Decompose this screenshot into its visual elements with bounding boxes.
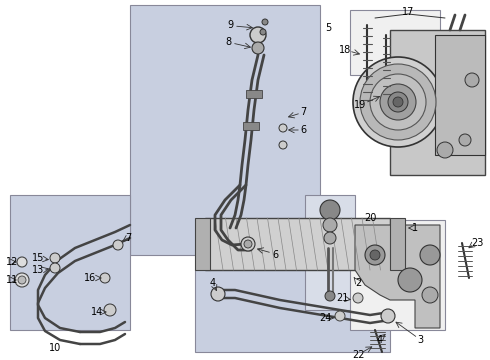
Polygon shape xyxy=(205,218,390,270)
Text: 3: 3 xyxy=(417,335,423,345)
Circle shape xyxy=(279,124,287,132)
Text: 4: 4 xyxy=(377,335,383,345)
Text: 2: 2 xyxy=(355,278,361,288)
Circle shape xyxy=(113,240,123,250)
Circle shape xyxy=(211,287,225,301)
Bar xyxy=(10,195,130,330)
Circle shape xyxy=(252,42,264,54)
Text: 7: 7 xyxy=(125,233,131,243)
Circle shape xyxy=(381,309,395,323)
Circle shape xyxy=(50,263,60,273)
Text: 6: 6 xyxy=(272,250,278,260)
Bar xyxy=(130,5,320,255)
Circle shape xyxy=(365,245,385,265)
Circle shape xyxy=(100,273,110,283)
Circle shape xyxy=(15,273,29,287)
Circle shape xyxy=(325,291,335,301)
Circle shape xyxy=(335,311,345,321)
Text: 6: 6 xyxy=(300,125,306,135)
Text: 21: 21 xyxy=(336,293,348,303)
Circle shape xyxy=(437,142,453,158)
Text: 10: 10 xyxy=(49,343,61,353)
Polygon shape xyxy=(355,225,440,328)
Circle shape xyxy=(104,304,116,316)
Circle shape xyxy=(398,268,422,292)
Circle shape xyxy=(370,74,426,130)
Circle shape xyxy=(353,293,363,303)
Bar xyxy=(195,270,390,352)
Text: 11: 11 xyxy=(6,275,18,285)
Circle shape xyxy=(420,245,440,265)
Text: 17: 17 xyxy=(402,7,414,17)
Circle shape xyxy=(262,19,268,25)
Bar xyxy=(390,30,485,175)
Circle shape xyxy=(388,92,408,112)
Bar xyxy=(243,122,259,130)
Text: 9: 9 xyxy=(227,20,233,30)
Circle shape xyxy=(465,73,479,87)
Circle shape xyxy=(324,232,336,244)
Text: 13: 13 xyxy=(32,265,44,275)
Circle shape xyxy=(17,257,27,267)
Text: 20: 20 xyxy=(364,213,376,223)
Circle shape xyxy=(50,253,60,263)
Bar xyxy=(246,90,262,98)
Text: 23: 23 xyxy=(471,238,483,248)
Text: 4: 4 xyxy=(210,278,216,288)
Circle shape xyxy=(241,237,255,251)
Text: 16: 16 xyxy=(84,273,96,283)
Text: 19: 19 xyxy=(354,100,366,110)
Circle shape xyxy=(380,84,416,120)
Bar xyxy=(390,218,405,270)
Circle shape xyxy=(353,57,443,147)
Text: 24: 24 xyxy=(319,313,331,323)
Text: 14: 14 xyxy=(91,307,103,317)
Text: 12: 12 xyxy=(6,257,18,267)
Bar xyxy=(195,218,210,270)
Circle shape xyxy=(360,64,436,140)
Text: 18: 18 xyxy=(339,45,351,55)
Circle shape xyxy=(279,141,287,149)
Circle shape xyxy=(244,240,252,248)
Circle shape xyxy=(323,218,337,232)
Circle shape xyxy=(260,29,266,35)
Text: 7: 7 xyxy=(300,107,306,117)
Bar xyxy=(305,195,355,310)
Text: 22: 22 xyxy=(352,350,364,360)
Circle shape xyxy=(459,134,471,146)
Text: 8: 8 xyxy=(225,37,231,47)
Bar xyxy=(350,10,440,75)
Text: 1: 1 xyxy=(412,223,418,233)
Circle shape xyxy=(393,97,403,107)
Text: 15: 15 xyxy=(32,253,44,263)
Text: 5: 5 xyxy=(325,23,331,33)
Circle shape xyxy=(18,276,26,284)
Bar xyxy=(350,220,445,330)
Circle shape xyxy=(422,287,438,303)
Circle shape xyxy=(370,250,380,260)
Circle shape xyxy=(320,200,340,220)
Circle shape xyxy=(250,27,266,43)
Bar xyxy=(435,35,485,155)
